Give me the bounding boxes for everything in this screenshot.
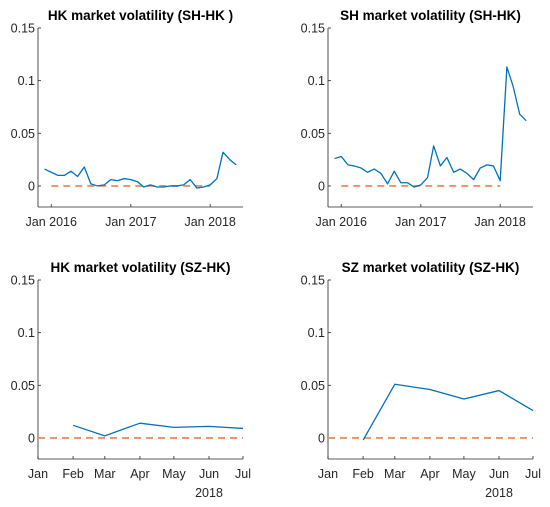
series-line — [72, 422, 244, 437]
y-tick-label: 0.15 — [11, 274, 35, 288]
y-tick-label: 0.1 — [18, 74, 35, 88]
x-tick-label: May — [452, 467, 476, 481]
x-tick-label: Feb — [62, 467, 84, 481]
y-tick-label: 0.15 — [301, 274, 325, 288]
chart-title: HK market volatility (SH-HK ) — [48, 8, 233, 23]
y-tick-label: 0.05 — [11, 379, 35, 393]
x-tick-label: Jun — [489, 467, 509, 481]
x-tick-label: Jan 2018 — [184, 215, 235, 229]
y-tick-label: 0.1 — [18, 326, 35, 340]
chart-panel-1: HK market volatility (SH-HK ) 0 0.05 0.1 0.1… — [11, 8, 243, 229]
series-line — [334, 66, 527, 188]
x-tick-label: May — [162, 467, 186, 481]
y-tick-label: 0.05 — [301, 379, 325, 393]
series-line — [44, 151, 237, 189]
y-tick-label: 0 — [28, 431, 35, 445]
x-tick-label: Mar — [94, 467, 116, 481]
x-tick-label: Jan — [28, 467, 48, 481]
x-tick-label: Jul — [235, 467, 251, 481]
y-tick-label: 0.05 — [301, 127, 325, 141]
x-tick-label: Apr — [130, 467, 149, 481]
y-tick-label: 0 — [318, 431, 325, 445]
y-tick-label: 0.1 — [308, 326, 325, 340]
x-tick-label: Jan 2017 — [105, 215, 156, 229]
x-tick-label: Jan 2018 — [474, 215, 525, 229]
x-tick-label: Jan 2016 — [26, 215, 77, 229]
chart-panel-3: HK market volatility (SZ-HK) 0 0.05 0.1 0.15… — [11, 260, 251, 500]
x-tick-label: Jun — [199, 467, 219, 481]
y-tick-label: 0 — [318, 179, 325, 193]
x-tick-label: Jan 2017 — [395, 215, 446, 229]
y-tick-label: 0.15 — [301, 22, 325, 36]
chart-panel-2: SH market volatility (SH-HK) 0 0.05 0.1 0.15… — [301, 8, 533, 229]
chart-title: SZ market volatility (SZ-HK) — [342, 260, 520, 275]
x-tick-label: Jan 2016 — [316, 215, 367, 229]
x-tick-year-label: 2018 — [485, 486, 513, 500]
y-tick-label: 0.15 — [11, 22, 35, 36]
chart-panel-4: SZ market volatility (SZ-HK) 0 0.05 0.1 0.15… — [301, 260, 541, 500]
series-line — [362, 383, 534, 441]
x-tick-label: Jul — [525, 467, 541, 481]
y-tick-label: 0.1 — [308, 74, 325, 88]
chart-title: SH market volatility (SH-HK) — [340, 8, 521, 23]
x-tick-label: Feb — [352, 467, 374, 481]
y-tick-label: 0.05 — [11, 127, 35, 141]
x-tick-label: Mar — [384, 467, 406, 481]
chart-title: HK market volatility (SZ-HK) — [50, 260, 230, 275]
x-tick-label: Jan — [318, 467, 338, 481]
y-tick-label: 0 — [28, 179, 35, 193]
x-tick-label: Apr — [420, 467, 439, 481]
x-tick-year-label: 2018 — [195, 486, 223, 500]
